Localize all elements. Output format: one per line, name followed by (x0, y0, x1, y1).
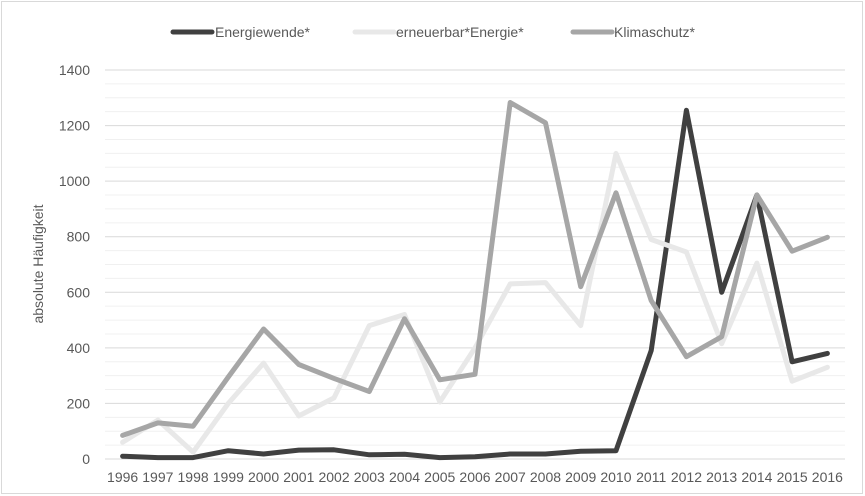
y-tick-label: 1200 (59, 118, 90, 134)
series-line-klimaschutz (120, 100, 830, 438)
y-tick-label: 0 (82, 451, 90, 467)
x-tick-label: 1996 (107, 469, 138, 485)
legend-label: Energiewende* (215, 24, 311, 40)
legend: Energiewende* erneuerbar*Energie* Klimasch… (170, 24, 695, 40)
x-tick-label: 2003 (354, 469, 385, 485)
x-tick-label: 2009 (565, 469, 596, 485)
x-tick-label: 2002 (318, 469, 349, 485)
x-tick-label: 2015 (777, 469, 808, 485)
x-tick-label: 1997 (142, 469, 173, 485)
y-tick-label: 200 (67, 395, 91, 411)
y-tick-label: 1000 (59, 173, 90, 189)
x-tick-label: 2005 (424, 469, 455, 485)
x-tick-label: 2000 (248, 469, 279, 485)
x-tick-label: 2001 (283, 469, 314, 485)
series-line-energiewende (120, 107, 830, 461)
x-tick-label: 2004 (389, 469, 420, 485)
x-tick-label: 2010 (600, 469, 631, 485)
x-tick-label: 2013 (706, 469, 737, 485)
y-axis-title: absolute Häufigkeit (30, 204, 46, 323)
y-tick-label: 1400 (59, 62, 90, 78)
legend-label: erneuerbar*Energie* (396, 24, 524, 40)
x-tick-label: 1998 (178, 469, 209, 485)
x-tick-label: 1999 (213, 469, 244, 485)
x-tick-label: 2007 (495, 469, 526, 485)
legend-label: Klimaschutz* (614, 24, 695, 40)
x-tick-label: 2006 (459, 469, 490, 485)
x-axis-ticks: 1996 1997 1998 1999 2000 2001 2002 2003 2004 2005… (107, 469, 843, 485)
x-tick-label: 2011 (636, 469, 666, 485)
y-tick-label: 600 (67, 284, 91, 300)
y-tick-label: 400 (67, 340, 91, 356)
x-tick-label: 2012 (671, 469, 702, 485)
y-tick-label: 800 (67, 229, 91, 245)
series-lines (120, 100, 830, 461)
x-tick-label: 2008 (530, 469, 561, 485)
y-axis-ticks: 0 200 400 600 800 1000 1200 1400 (59, 62, 90, 467)
x-tick-label: 2016 (812, 469, 843, 485)
series-line-erneuerbar-energie (120, 150, 830, 455)
x-tick-label: 2014 (741, 469, 772, 485)
